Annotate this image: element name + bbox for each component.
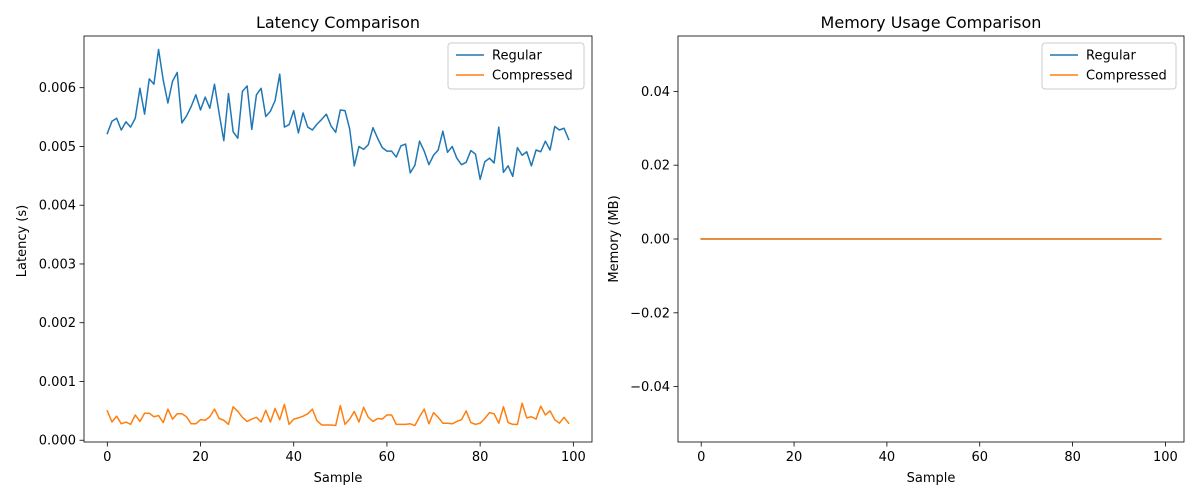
latency-legend-label-regular: Regular bbox=[492, 49, 543, 64]
memory-x-tick-label: 0 bbox=[697, 450, 705, 465]
latency-x-tick-label: 20 bbox=[192, 450, 209, 465]
latency-y-tick-label: 0.003 bbox=[39, 257, 76, 272]
memory-legend-label-regular: Regular bbox=[1086, 49, 1137, 64]
latency-y-tick-label: 0.002 bbox=[39, 316, 76, 331]
latency-chart-title: Latency Comparison bbox=[256, 13, 420, 32]
latency-series-line-regular bbox=[106, 48, 570, 181]
memory-legend: Regular Compressed bbox=[1041, 42, 1177, 90]
latency-chart: Latency Comparison 0 20 40 60 80 1000.0000.00… bbox=[15, 13, 593, 486]
memory-legend-label-compressed: Compressed bbox=[1086, 69, 1167, 84]
latency-y-axis-label: Latency (s) bbox=[15, 205, 30, 277]
memory-x-tick-label: 40 bbox=[879, 450, 896, 465]
latency-y-tick-label: 0.005 bbox=[39, 140, 76, 155]
latency-y-tick-label: 0.004 bbox=[39, 199, 76, 214]
latency-y-tick-label: 0.001 bbox=[39, 375, 76, 390]
memory-y-tick-label: 0.02 bbox=[641, 159, 670, 174]
latency-x-ticks: 0 20 40 60 80 100 bbox=[103, 442, 586, 465]
memory-y-axis-label: Memory (MB) bbox=[607, 195, 622, 282]
memory-plot-area: 0 20 40 60 80 100 −0.04 −0.02 0.00 0.02 0.04 Regula… bbox=[630, 35, 1185, 465]
latency-plot-area: 0 20 40 60 80 1000.0000.0010.0020.0030.0040.0… bbox=[39, 35, 593, 465]
latency-x-tick-label: 40 bbox=[285, 450, 302, 465]
latency-y-ticks: 0.000 0.001 0.002 0.003 0.004 0.005 0.006 bbox=[39, 81, 84, 449]
memory-x-ticks: 0 20 40 60 80 100 bbox=[697, 442, 1178, 465]
memory-y-tick-label: −0.04 bbox=[630, 380, 670, 395]
latency-y-tick-label: 0.000 bbox=[39, 434, 76, 449]
latency-x-tick-label: 100 bbox=[561, 450, 586, 465]
memory-x-axis-label: Sample bbox=[907, 471, 956, 486]
memory-x-tick-label: 20 bbox=[786, 450, 803, 465]
latency-series-line-compressed bbox=[106, 402, 570, 427]
memory-x-tick-label: 60 bbox=[971, 450, 988, 465]
latency-axes-frame bbox=[83, 35, 593, 443]
latency-x-tick-label: 60 bbox=[379, 450, 396, 465]
latency-legend-label-compressed: Compressed bbox=[492, 69, 573, 84]
latency-y-tick-label: 0.006 bbox=[39, 81, 76, 96]
memory-chart-title: Memory Usage Comparison bbox=[821, 13, 1042, 32]
memory-chart: Memory Usage Comparison 0 20 40 60 80 100 −0.0… bbox=[607, 13, 1185, 486]
latency-x-tick-label: 0 bbox=[103, 450, 111, 465]
memory-y-ticks: −0.04 −0.02 0.00 0.02 0.04 bbox=[630, 85, 678, 395]
memory-y-tick-label: 0.04 bbox=[641, 85, 670, 100]
latency-series bbox=[106, 48, 570, 427]
memory-x-tick-label: 100 bbox=[1153, 450, 1178, 465]
memory-y-tick-label: 0.00 bbox=[641, 233, 670, 248]
latency-legend: Regular Compressed bbox=[447, 42, 585, 90]
memory-y-tick-label: −0.02 bbox=[630, 306, 670, 321]
memory-x-tick-label: 80 bbox=[1064, 450, 1081, 465]
latency-x-axis-label: Sample bbox=[314, 471, 363, 486]
latency-x-tick-label: 80 bbox=[472, 450, 489, 465]
